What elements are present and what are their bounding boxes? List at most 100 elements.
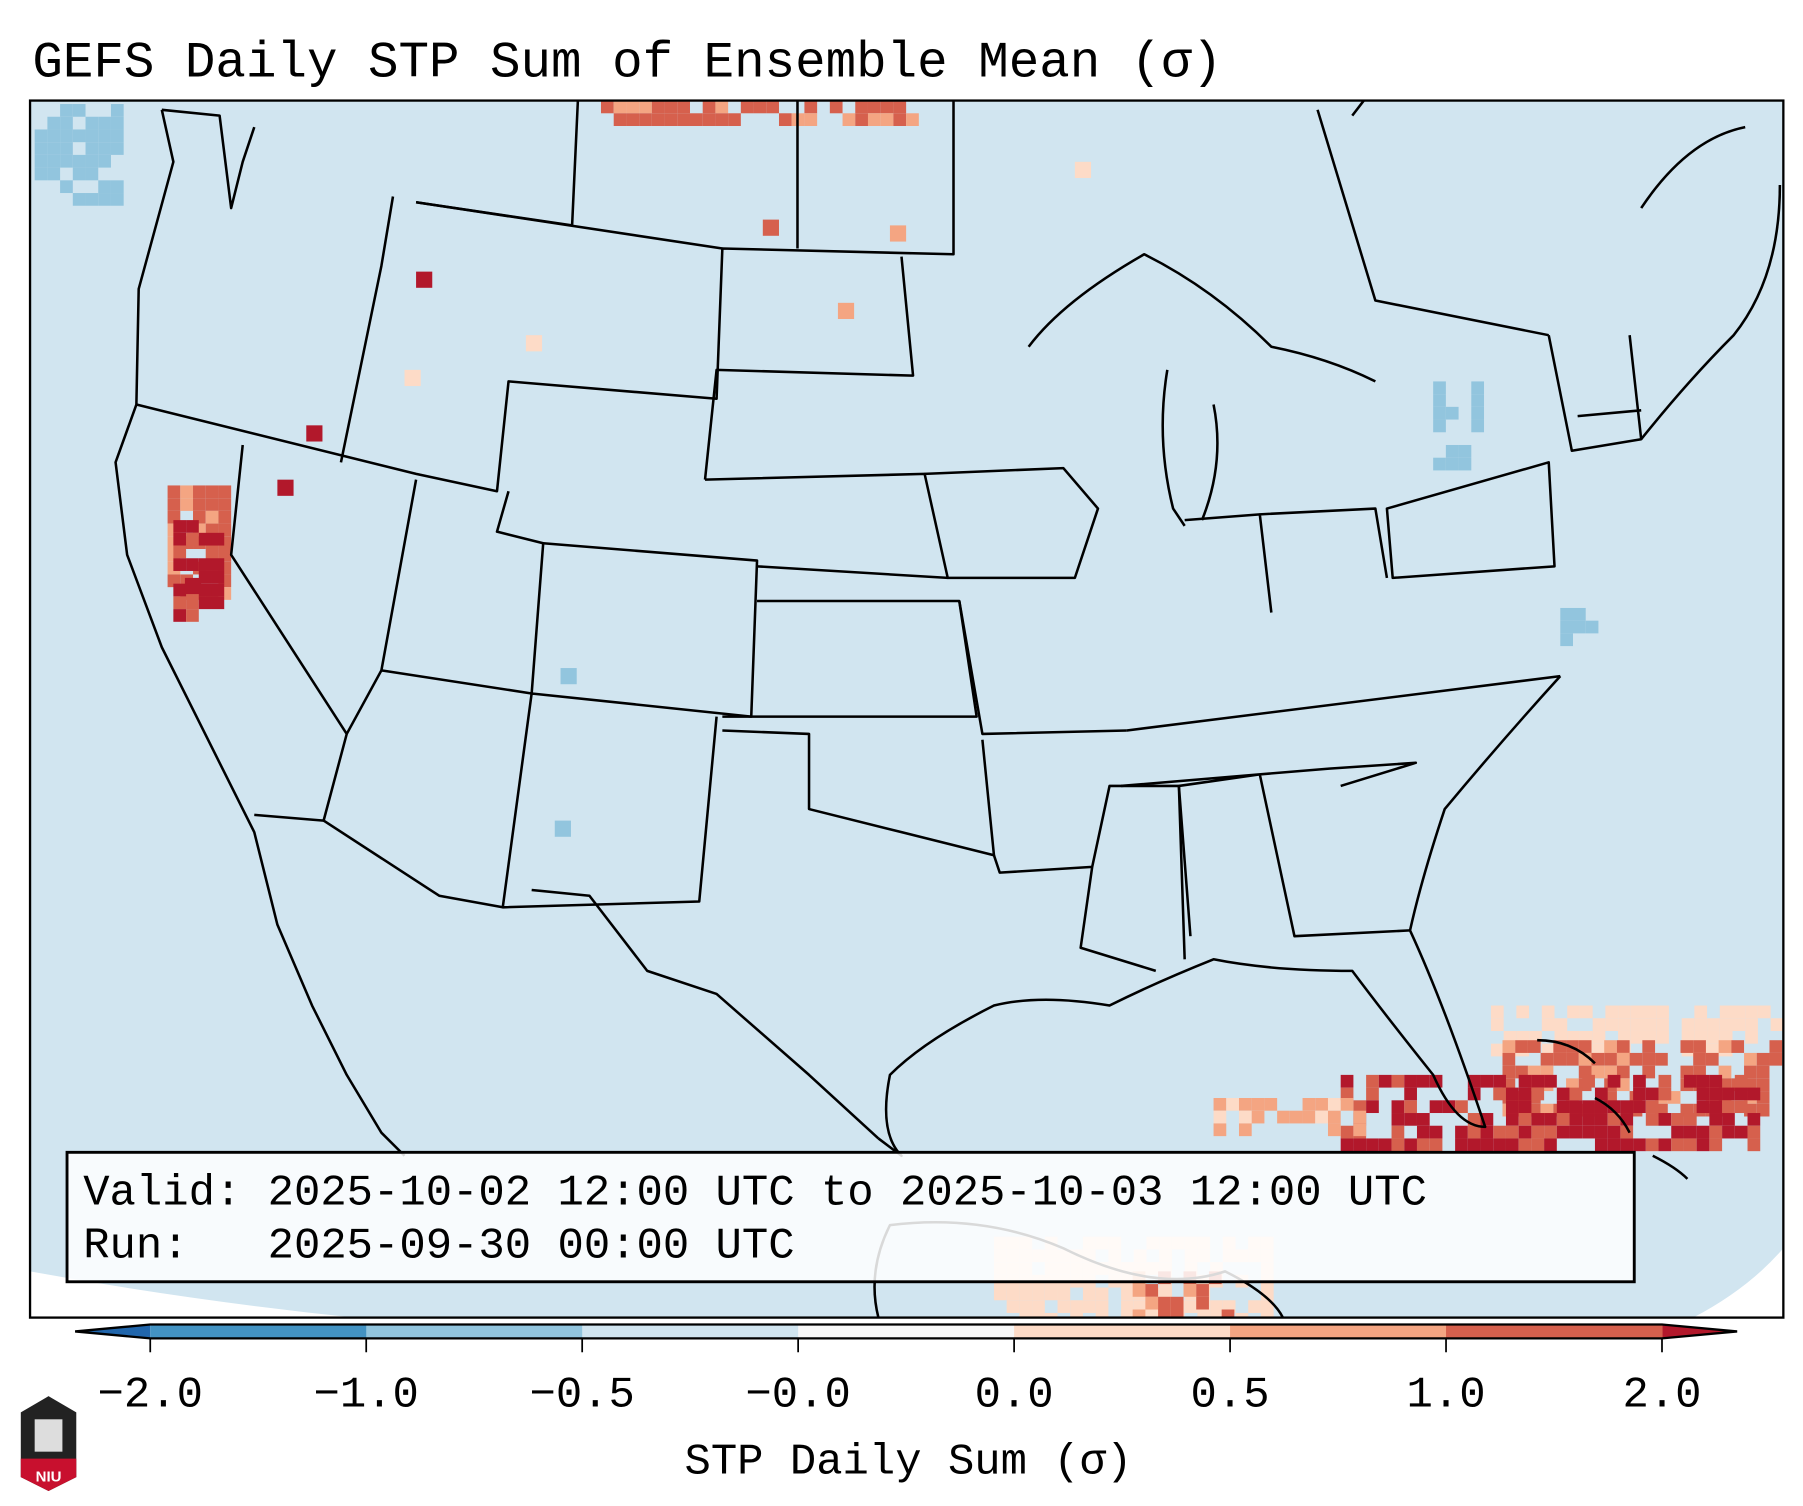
stp-cell xyxy=(110,180,124,194)
stp-cell xyxy=(1531,1087,1545,1101)
stp-cell xyxy=(842,113,856,126)
stp-cell xyxy=(740,100,754,114)
stp-cell xyxy=(98,129,111,143)
stp-cell xyxy=(211,570,225,584)
stp-cell xyxy=(1656,1005,1669,1019)
stp-cell xyxy=(110,142,124,155)
stp-cell xyxy=(880,100,894,114)
figure-title: GEFS Daily STP Sum of Ensemble Mean (σ) xyxy=(32,35,1222,92)
stp-cell xyxy=(1074,161,1092,179)
stp-cell xyxy=(1553,1052,1567,1066)
stp-cell xyxy=(98,180,111,194)
stp-cell xyxy=(1531,1113,1545,1126)
stp-cell xyxy=(1671,1113,1684,1126)
stp-cell xyxy=(1756,1065,1770,1079)
stp-cell xyxy=(218,510,232,524)
stp-cell xyxy=(1658,1138,1672,1152)
stp-cell xyxy=(1719,1018,1733,1031)
stp-cell xyxy=(110,129,124,143)
colorbar-tick-label: 2.0 xyxy=(1622,1371,1701,1421)
stp-cell xyxy=(1582,1074,1595,1088)
stp-cell xyxy=(639,113,652,126)
stp-cell xyxy=(1429,1100,1443,1114)
stp-cell xyxy=(110,104,124,117)
stp-cell xyxy=(1633,1087,1646,1101)
stp-cell xyxy=(1709,1113,1723,1126)
stp-cell xyxy=(1302,1110,1316,1124)
stp-cell xyxy=(889,225,907,242)
stp-cell xyxy=(1709,1138,1723,1152)
stp-cell xyxy=(186,520,199,533)
stp-cell xyxy=(1044,1312,1058,1318)
stp-cell xyxy=(72,129,86,143)
stp-cell xyxy=(715,113,729,126)
stp-cell xyxy=(1747,1125,1761,1139)
stp-cell xyxy=(1655,1052,1668,1066)
stp-cell xyxy=(1579,1005,1593,1019)
stp-cell xyxy=(1591,1052,1605,1066)
stp-cell xyxy=(1416,1113,1430,1126)
stp-cell xyxy=(277,479,294,496)
stp-cell xyxy=(1630,1005,1644,1019)
stp-cell xyxy=(1705,1052,1719,1066)
stp-cell xyxy=(218,498,232,511)
stp-cell xyxy=(1707,1018,1720,1031)
stp-cell xyxy=(867,113,881,126)
stp-cell xyxy=(173,596,187,610)
stp-cell xyxy=(1722,1113,1735,1126)
stp-cell xyxy=(1592,1018,1606,1031)
stp-cell xyxy=(1518,1113,1532,1126)
stp-cell xyxy=(1221,1309,1235,1318)
stp-cell xyxy=(1366,1074,1379,1088)
stp-cell xyxy=(1642,1040,1656,1053)
stp-cell xyxy=(1671,1125,1684,1139)
stp-cell xyxy=(47,154,61,168)
stp-cell xyxy=(1518,1100,1532,1114)
stp-cell xyxy=(60,116,73,130)
stp-cell xyxy=(211,558,225,571)
stp-cell xyxy=(60,154,73,168)
stp-cell xyxy=(1260,1300,1274,1313)
stp-cell xyxy=(98,154,111,168)
stp-cell xyxy=(1057,1287,1071,1301)
stp-cell xyxy=(205,510,219,524)
stp-cell xyxy=(198,596,212,610)
stp-cell xyxy=(1604,1052,1617,1066)
stp-cell xyxy=(1616,1052,1630,1066)
stp-cell xyxy=(1722,1087,1735,1101)
stp-cell xyxy=(626,113,640,126)
stp-cell xyxy=(193,498,206,511)
stp-cell xyxy=(1251,1097,1265,1111)
stp-cell xyxy=(1566,1052,1579,1066)
stp-cell xyxy=(1709,1125,1723,1139)
stp-cell xyxy=(1747,1138,1761,1152)
stp-cell xyxy=(1769,1040,1783,1053)
stp-cell xyxy=(664,113,678,126)
stp-cell xyxy=(1658,1074,1672,1088)
stp-cell xyxy=(173,545,187,559)
stp-cell xyxy=(98,193,111,206)
stp-cell xyxy=(180,485,194,499)
stp-cell xyxy=(211,583,225,597)
stp-cell xyxy=(1366,1087,1379,1101)
stp-cell xyxy=(1722,1100,1735,1114)
colorbar-segment xyxy=(1446,1324,1663,1339)
stp-cell xyxy=(1458,457,1472,471)
stp-cell xyxy=(1645,1113,1659,1126)
stp-cell xyxy=(1518,1125,1532,1139)
stp-cell xyxy=(1569,1125,1583,1139)
stp-cell xyxy=(1391,1125,1405,1139)
stp-cell xyxy=(766,100,779,114)
stp-cell xyxy=(1471,419,1485,433)
stp-cell xyxy=(1681,1018,1695,1031)
stp-cell xyxy=(1248,1300,1261,1313)
stp-cell xyxy=(1515,1040,1528,1053)
stp-cell xyxy=(1556,1087,1570,1101)
map-panel xyxy=(28,99,1785,1319)
stp-cell xyxy=(110,116,124,130)
stp-cell xyxy=(1744,1052,1757,1066)
stp-cell xyxy=(1442,1100,1456,1114)
stp-cell xyxy=(1095,1312,1109,1318)
stp-cell xyxy=(1618,1005,1631,1019)
stp-cell xyxy=(855,113,868,126)
